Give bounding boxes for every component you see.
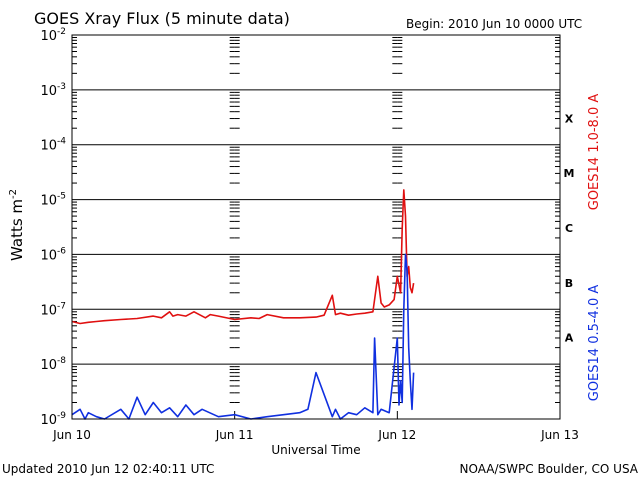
- y-axis-label: Watts m-2: [8, 189, 26, 261]
- y-tick-label: 10-4: [40, 137, 66, 154]
- x-axis-label: Universal Time: [271, 443, 360, 457]
- y-tick-exponent: -5: [57, 192, 66, 202]
- credit-text: NOAA/SWPC Boulder, CO USA: [460, 462, 639, 476]
- flare-class-c: C: [565, 222, 573, 235]
- y-tick-label: 10-9: [40, 411, 66, 428]
- x-tick-label: Jun 11: [215, 428, 254, 442]
- flare-class-labels: A B C M X: [564, 112, 575, 344]
- x-tick-labels: Jun 10 Jun 11 Jun 12 Jun 13: [52, 428, 579, 442]
- grid-lines: [72, 89, 560, 365]
- series-line-1: [71, 189, 415, 325]
- y-tick-label: 10-8: [40, 356, 66, 373]
- y-tick-exponent: -9: [57, 411, 66, 421]
- y-tick-label: 10-6: [40, 246, 66, 263]
- flare-class-m: M: [564, 167, 575, 180]
- y-axis-label-text: Watts m: [8, 199, 26, 261]
- y-tick-exponent: -7: [57, 301, 66, 311]
- begin-label: Begin: 2010 Jun 10 0000 UTC: [406, 17, 582, 31]
- updated-timestamp: Updated 2010 Jun 12 02:40:11 UTC: [2, 462, 214, 476]
- series-line-2: [71, 253, 415, 420]
- y-tick-base: 10: [40, 139, 57, 154]
- y-axis-label-exponent: -2: [8, 189, 19, 199]
- y-tick-exponent: -8: [57, 356, 66, 366]
- y-tick-exponent: -3: [57, 82, 66, 92]
- flare-class-a: A: [565, 332, 574, 345]
- y-tick-base: 10: [40, 413, 57, 428]
- legend-series-1: GOES14 1.0-8.0 A: [587, 94, 602, 211]
- series-lines: [71, 189, 415, 420]
- y-tick-base: 10: [40, 303, 57, 318]
- chart-title: GOES Xray Flux (5 minute data): [34, 9, 290, 28]
- y-tick-label: 10-5: [40, 192, 66, 209]
- y-tick-label: 10-3: [40, 82, 66, 99]
- y-tick-labels: 10-910-810-710-610-510-410-310-2: [40, 27, 66, 428]
- minor-ticks: [71, 37, 561, 419]
- flare-class-b: B: [565, 277, 573, 290]
- y-tick-base: 10: [40, 84, 57, 99]
- legend-series-2: GOES14 0.5-4.0 A: [587, 285, 602, 402]
- y-tick-base: 10: [40, 194, 57, 209]
- x-tick-label: Jun 13: [540, 428, 579, 442]
- y-tick-label: 10-2: [40, 27, 66, 44]
- x-tick-label: Jun 12: [377, 428, 416, 442]
- y-tick-base: 10: [40, 358, 57, 373]
- flare-class-x: X: [565, 112, 574, 125]
- y-tick-base: 10: [40, 29, 57, 44]
- y-tick-exponent: -6: [57, 246, 66, 256]
- y-tick-label: 10-7: [40, 301, 66, 318]
- x-tick-label: Jun 10: [52, 428, 91, 442]
- y-tick-base: 10: [40, 248, 57, 263]
- y-tick-exponent: -4: [57, 137, 66, 147]
- y-tick-exponent: -2: [57, 27, 66, 37]
- plot-frame: [71, 34, 561, 420]
